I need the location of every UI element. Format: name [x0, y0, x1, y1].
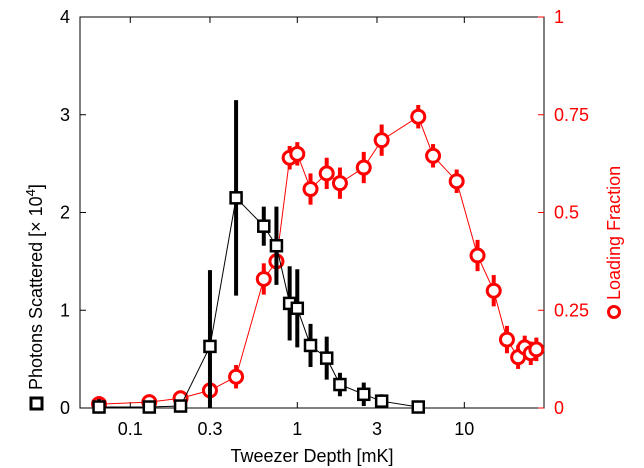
left-y-tick-label: 1: [60, 300, 70, 320]
x-tick-label: 0.3: [197, 419, 222, 439]
data-point-circle: [373, 132, 390, 149]
data-point-square: [374, 394, 389, 408]
right-y-tick-label: 0.25: [554, 300, 589, 320]
right-legend-circle-icon: [607, 305, 621, 319]
data-point-square: [269, 238, 284, 253]
right-y-tick-label: 0: [554, 398, 564, 418]
data-point-circle: [318, 165, 335, 182]
data-point-square: [92, 400, 106, 414]
x-tick-label: 3: [372, 419, 382, 439]
right-y-axis: 0 0.25 0.5 0.75 1: [538, 7, 589, 418]
left-y-axis: 0 1 2 3 4: [60, 7, 86, 418]
right-y-tick-label: 0.5: [554, 203, 579, 223]
data-point-square: [203, 339, 217, 354]
data-point-square: [303, 338, 318, 353]
data-point-square: [257, 219, 271, 233]
data-point-circle: [255, 270, 272, 287]
left-y-tick-label: 0: [60, 398, 70, 418]
data-point-circle: [469, 247, 486, 264]
data-point-square: [411, 400, 426, 414]
data-point-circle: [289, 145, 306, 162]
x-tick-label: 10: [454, 419, 474, 439]
x-axis: 0.1 0.3 1 3 10: [118, 17, 474, 439]
series-layer: [91, 100, 545, 414]
right-y-tick-label: 1: [554, 7, 564, 27]
left-y-tick-label: 2: [60, 203, 70, 223]
photons-scattered-series: [92, 100, 426, 414]
series-line: [98, 115, 537, 405]
x-tick-label: 1: [292, 419, 302, 439]
data-point-circle: [228, 368, 245, 385]
data-point-circle: [331, 175, 348, 192]
right-axis-title-group: Loading Fraction: [604, 166, 624, 319]
data-point-circle: [425, 147, 442, 164]
left-axis-title-prefix: Photons Scattered [: [26, 232, 46, 390]
data-point-square: [173, 399, 188, 413]
data-point-square: [357, 387, 371, 402]
data-point-circle: [485, 282, 502, 299]
x-axis-title: Tweezer Depth [mK]: [230, 446, 393, 466]
left-axis-title-group: Photons Scattered [× 104]: [23, 184, 46, 411]
data-point-circle: [448, 173, 465, 190]
data-point-square: [229, 191, 243, 205]
x-tick-label: 0.1: [118, 419, 143, 439]
left-y-tick-label: 3: [60, 105, 70, 125]
data-point-square: [290, 301, 305, 316]
right-y-tick-label: 0.75: [554, 105, 589, 125]
data-point-circle: [302, 181, 319, 198]
left-axis-title-mult: × 10: [26, 196, 46, 232]
data-point-square: [142, 400, 157, 414]
data-point-circle: [528, 341, 545, 358]
left-y-tick-label: 4: [60, 7, 70, 27]
left-axis-title-exp: 4: [23, 189, 38, 196]
loading-fraction-series: [91, 104, 545, 413]
left-axis-title-suffix: ]: [26, 184, 46, 189]
right-axis-title: Loading Fraction: [604, 166, 624, 300]
data-point-circle: [355, 159, 372, 176]
data-point-square: [333, 377, 347, 392]
data-point-circle: [410, 108, 427, 125]
left-legend-square-icon: [29, 396, 44, 411]
left-axis-title: Photons Scattered [× 104]: [23, 184, 46, 390]
data-point-circle: [498, 331, 515, 348]
data-point-square: [319, 351, 334, 365]
